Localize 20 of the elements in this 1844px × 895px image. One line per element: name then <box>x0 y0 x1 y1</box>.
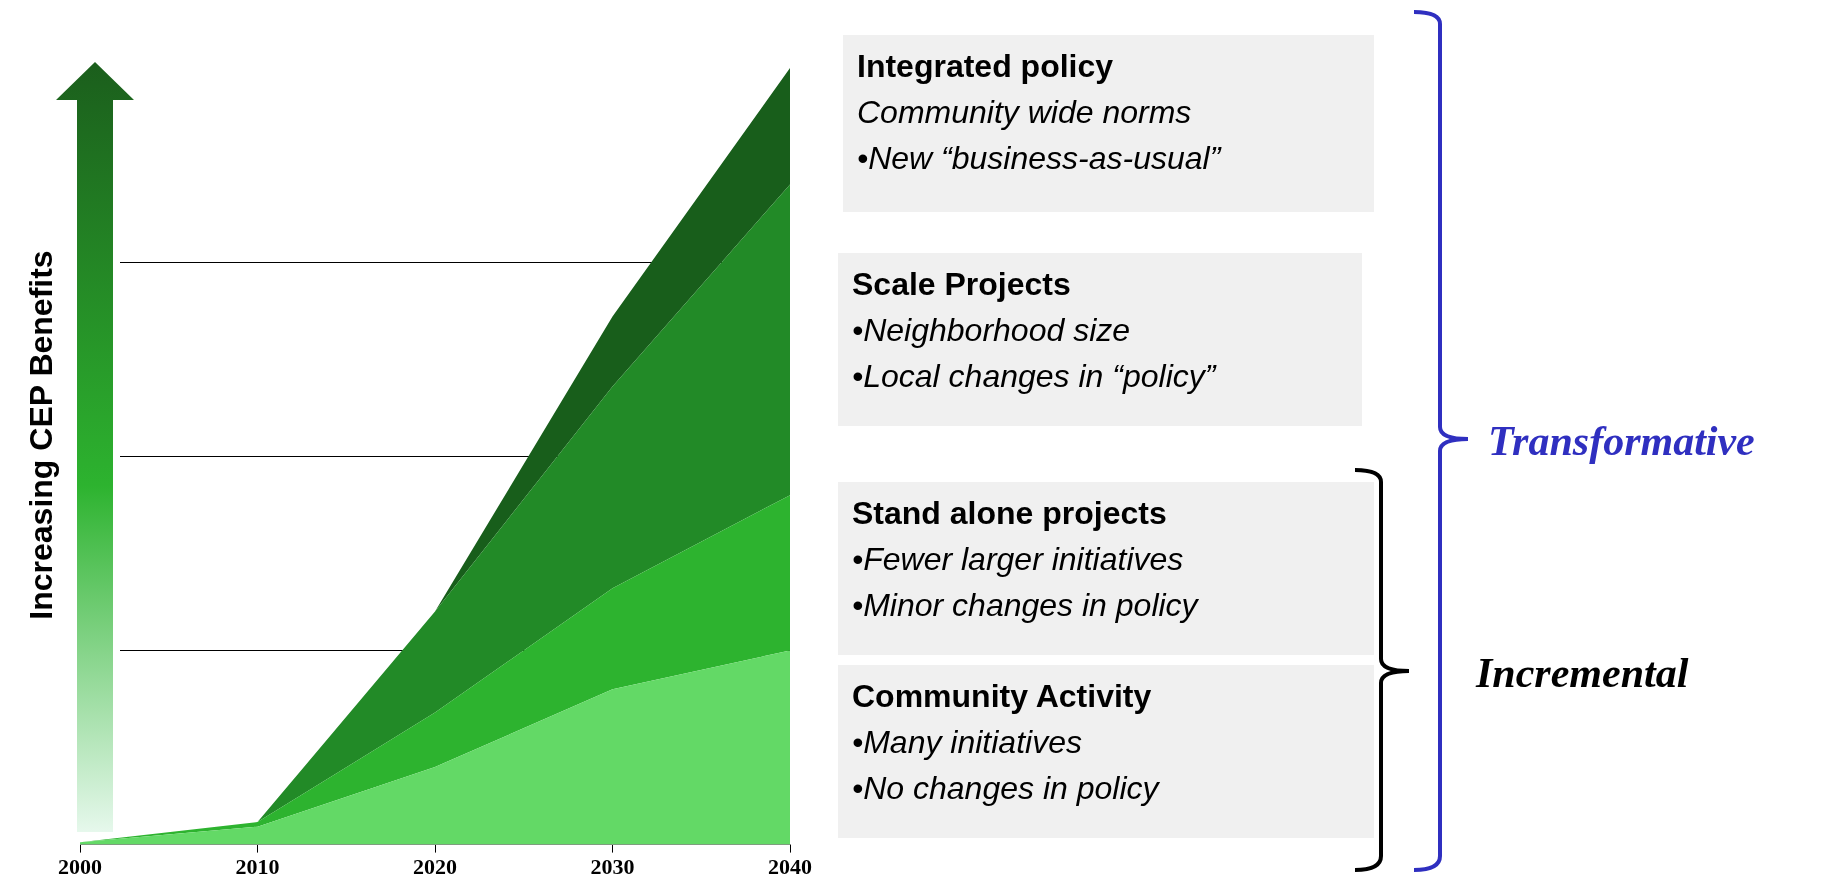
text: Integrated policy <box>857 47 1115 86</box>
text: Stand alone projects <box>852 494 1168 533</box>
x-tick-label: 2020 <box>413 854 457 880</box>
text: Incremental <box>1476 649 1689 697</box>
text: Scale Projects <box>852 265 1072 304</box>
x-tick-label: 2010 <box>235 854 280 880</box>
x-tick-label: 2030 <box>590 854 635 880</box>
text: •Minor changes in policy <box>852 586 1200 625</box>
text: •New “business-as-usual” <box>857 139 1223 178</box>
y-axis-title: Increasing CEP Benefits <box>22 250 60 620</box>
text: •Many initiatives <box>852 723 1083 762</box>
text: •No changes in policy <box>852 769 1161 808</box>
text: •Local changes in “policy” <box>852 357 1218 396</box>
text: •Neighborhood size <box>852 311 1132 350</box>
text: Transformative <box>1488 417 1755 465</box>
x-tick-label: 2000 <box>58 854 102 880</box>
text: •Fewer larger initiatives <box>852 540 1185 579</box>
text: Community wide norms <box>857 93 1193 132</box>
x-tick-label: 2040 <box>768 854 812 880</box>
text: Community Activity <box>852 677 1153 716</box>
